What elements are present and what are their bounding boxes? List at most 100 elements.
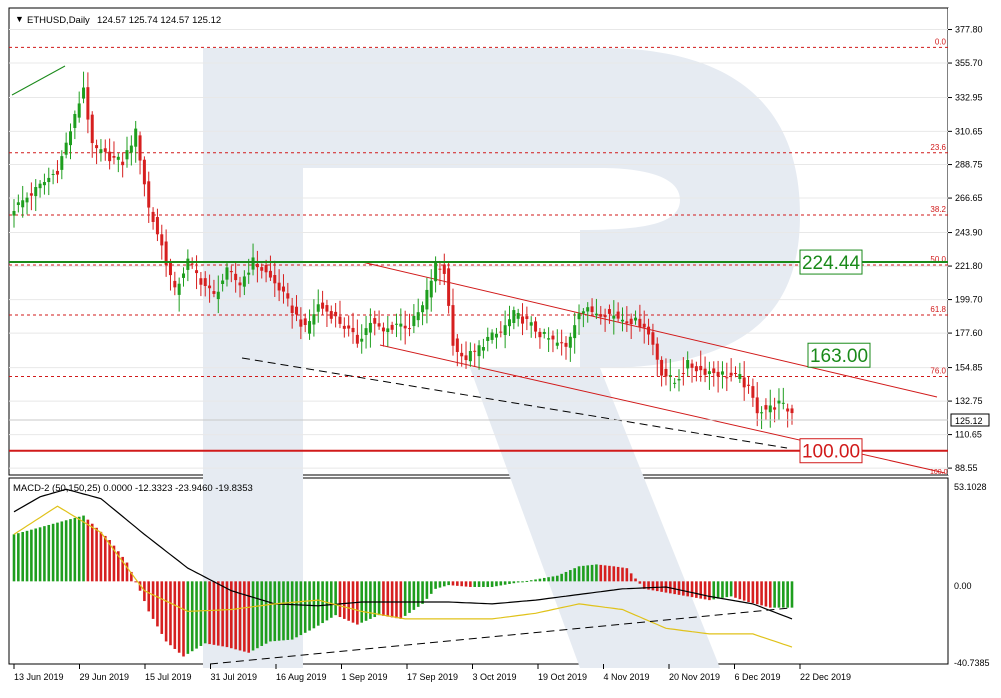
candle-body (286, 293, 290, 299)
candle-body (451, 305, 455, 346)
macd-histogram-bar (703, 581, 707, 600)
candle-body (160, 234, 164, 246)
macd-histogram-bar (177, 581, 181, 653)
header-caret-icon[interactable]: ▼ (15, 14, 24, 24)
date-tick-label: 29 Jun 2019 (80, 672, 130, 682)
macd-histogram-bar (773, 581, 776, 608)
candle-body (190, 263, 194, 265)
macd-histogram-bar (677, 581, 681, 595)
macd-histogram-bar (377, 581, 381, 616)
candle-body (69, 131, 73, 146)
candle-body (555, 342, 559, 346)
candle-body (360, 338, 364, 342)
macd-pane-frame (8, 477, 949, 665)
candle-body (334, 311, 338, 317)
candle-body (277, 282, 281, 291)
macd-trend-line (209, 607, 791, 665)
macd-histogram-bar (34, 528, 38, 582)
macd-histogram-bar (369, 581, 372, 619)
key-level-box (799, 438, 863, 464)
macd-histogram-bar (438, 581, 442, 588)
candle-body (168, 261, 172, 276)
candle-body (512, 310, 516, 324)
macd-histogram-bar (321, 581, 324, 624)
candle-body (394, 323, 398, 325)
candle-body (490, 332, 494, 340)
candle-body (551, 335, 555, 340)
date-tick-label: 15 Jul 2019 (145, 672, 192, 682)
candle-body (90, 114, 94, 144)
macd-histogram-bar (682, 581, 685, 596)
macd-histogram-bar (256, 581, 259, 649)
price-tick-label: 199.70 (955, 295, 983, 305)
candle-body (481, 347, 485, 351)
fibonacci-levels: 0.0 23.6 38.2 50.0 61.8 76.0 100.0 (9, 37, 948, 476)
macd-histogram-bar (164, 581, 168, 642)
candle-body (238, 282, 242, 286)
macd-histogram-bar (247, 581, 251, 653)
candle-body (442, 264, 446, 274)
price-axis-area[interactable] (948, 8, 1001, 475)
key-level-box (799, 249, 863, 275)
candle-body (25, 197, 29, 203)
current-price-label: 125.12 (955, 416, 983, 426)
candle-body (308, 321, 312, 334)
macd-histogram-bar (21, 532, 24, 582)
macd-histogram-bar (95, 527, 98, 582)
macd-histogram-bar (490, 581, 494, 587)
macd-histogram-bar (495, 581, 498, 587)
key-level-label: 100.00 (802, 442, 860, 463)
candle-body (299, 319, 303, 327)
candle-body (516, 313, 520, 319)
macd-histogram-bar (312, 581, 316, 629)
macd-histogram-bar (130, 571, 133, 582)
candle-body (234, 273, 238, 281)
macd-histogram-bar (508, 581, 511, 584)
candle-body (95, 145, 99, 149)
macd-histogram-bar (112, 545, 116, 582)
candle-body (612, 315, 616, 319)
macd-histogram-bar (117, 551, 120, 582)
candle-body (247, 272, 251, 275)
candle-body (699, 365, 703, 371)
macd-histogram-bar (790, 581, 794, 608)
candle-body (429, 280, 433, 298)
candle-body (316, 304, 320, 312)
fib-level-label: 61.8 (930, 305, 946, 314)
macd-histogram-bar (125, 562, 129, 582)
macd-histogram-bar (382, 581, 385, 616)
macd-histogram-bar (621, 567, 624, 582)
macd-histogram-bar (673, 581, 676, 595)
macd-histogram-bar (103, 535, 107, 582)
candle-body (112, 156, 116, 158)
macd-histogram-bar (212, 581, 216, 645)
candle-body (603, 315, 607, 318)
date-tick-label: 6 Dec 2019 (735, 672, 781, 682)
candle-body (529, 322, 533, 326)
candle-body (338, 316, 342, 324)
macd-histogram-bar (464, 581, 468, 587)
candle-body (116, 156, 120, 160)
candle-body (138, 135, 142, 161)
macd-histogram-bar (351, 581, 355, 623)
chart-title: ETHUSD,Daily (27, 15, 90, 26)
macd-histogram-bar (295, 581, 298, 638)
candle-body (264, 264, 268, 273)
candle-body (681, 373, 685, 375)
candle-body (312, 314, 316, 325)
candle-body (642, 323, 646, 328)
candle-body (64, 142, 68, 155)
candle-body (364, 328, 368, 335)
date-tick-label: 17 Sep 2019 (407, 672, 458, 682)
candle-body (729, 372, 733, 376)
macd-histogram (12, 515, 794, 657)
macd-histogram-bar (447, 581, 450, 586)
candle-body (747, 384, 751, 386)
candle-body (281, 286, 285, 292)
macd-title: MACD-2 (50,150,25) 0.0000 -12.3323 -23.9… (13, 483, 253, 494)
macd-histogram-bar (782, 581, 785, 608)
candle-body (212, 291, 216, 294)
candle-body (255, 263, 259, 268)
candle-body (355, 334, 359, 344)
price-tick-label: 288.75 (955, 160, 983, 170)
